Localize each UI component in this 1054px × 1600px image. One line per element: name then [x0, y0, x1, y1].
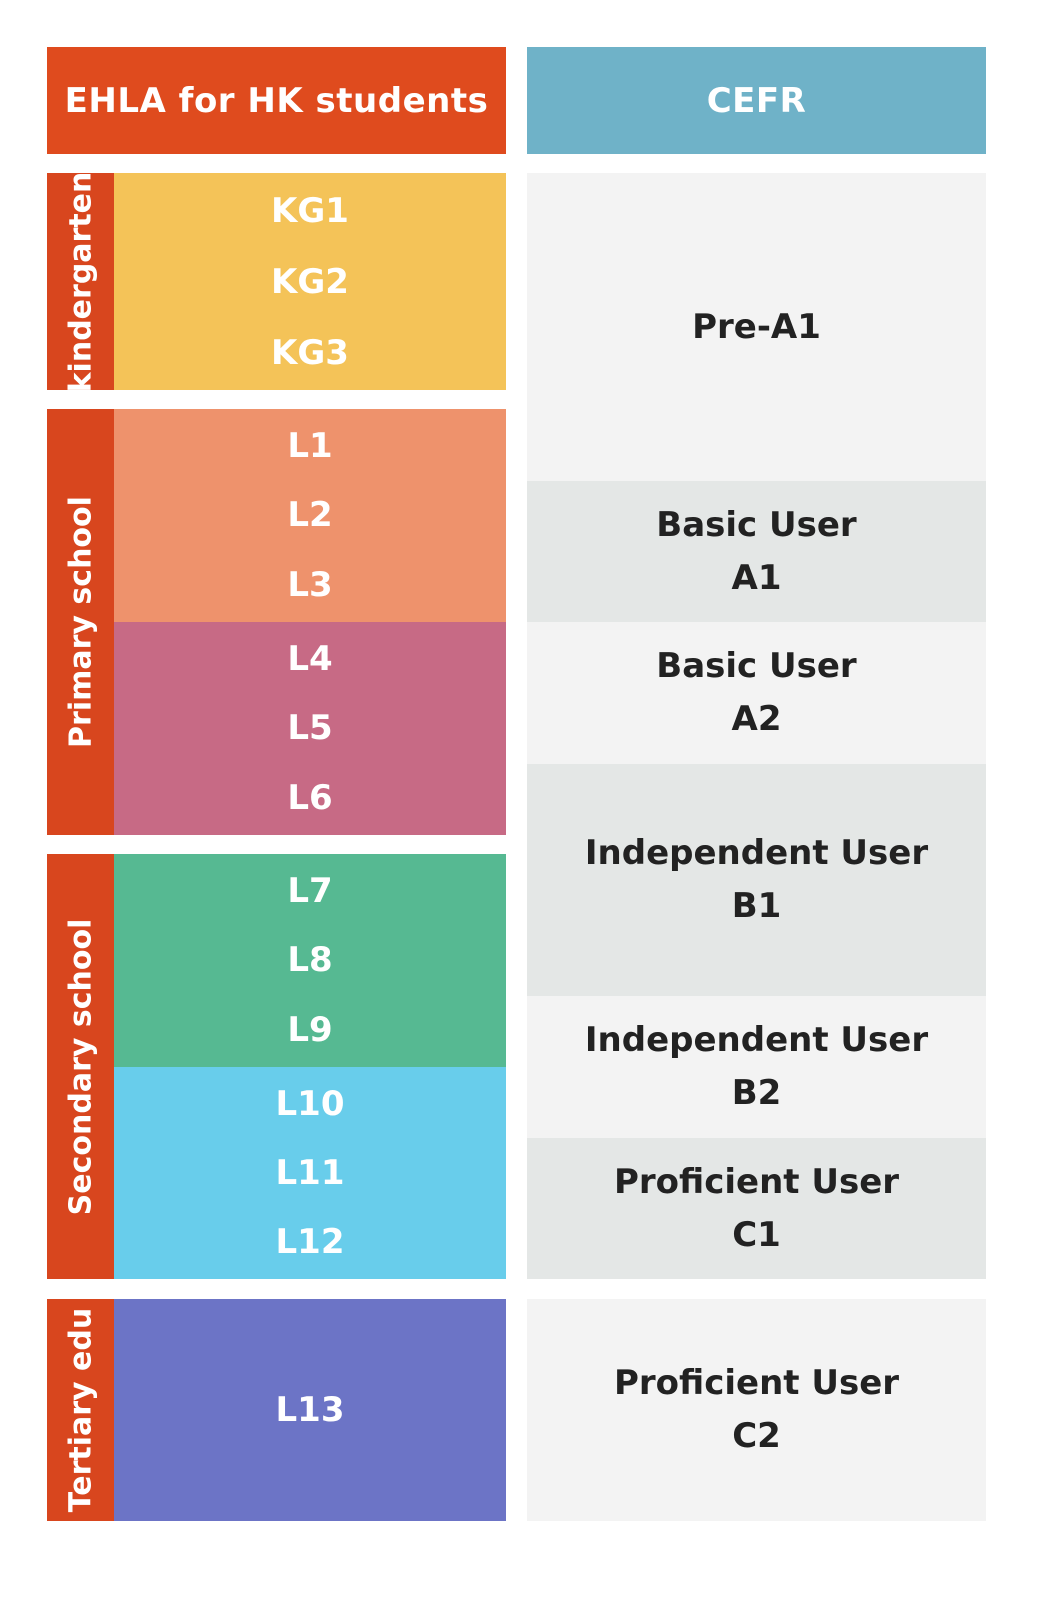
stage-secondary-school: Secondary school	[47, 854, 114, 1279]
cefr-c2: Proficient User C2	[527, 1299, 986, 1521]
cefr-a2: Basic User A2	[527, 622, 986, 764]
level-label: L3	[287, 565, 333, 606]
cefr-header-label: CEFR	[706, 80, 807, 121]
cefr-user-label: Proficient User	[613, 1161, 900, 1202]
cefr-user-label: Proficient User	[613, 1363, 900, 1403]
stage-primary-school: Primary school	[47, 409, 114, 835]
cefr-user-label: Independent User	[584, 1020, 929, 1060]
cefr-level-label: A2	[731, 699, 782, 739]
cefr-a1: Basic User A1	[527, 481, 986, 622]
level-label: L5	[287, 708, 333, 749]
level-label: L9	[287, 1010, 333, 1051]
level-label: L10	[275, 1083, 345, 1124]
cefr-label: Pre-A1	[692, 306, 821, 347]
band-levels-1-3: L1 L2 L3	[114, 409, 506, 622]
band-kindergarten-levels: KG1 KG2 KG3	[114, 173, 506, 390]
level-label: KG1	[271, 190, 349, 231]
cefr-b2: Independent User B2	[527, 996, 986, 1138]
band-levels-7-9: L7 L8 L9	[114, 854, 506, 1067]
stage-label: Primary school	[63, 496, 98, 748]
stage-label: kindergarten	[63, 171, 98, 392]
level-label: L2	[287, 495, 333, 536]
cefr-level-label: A1	[731, 557, 782, 598]
stage-label: Tertiary edu	[63, 1307, 98, 1513]
band-levels-4-6: L4 L5 L6	[114, 622, 506, 835]
stage-label: Secondary school	[63, 918, 98, 1215]
level-label: L13	[275, 1390, 345, 1430]
stage-kindergarten: kindergarten	[47, 171, 114, 392]
level-label: KG3	[271, 332, 349, 373]
level-label: L12	[275, 1222, 345, 1263]
level-label: L11	[275, 1152, 345, 1193]
level-label: L8	[287, 940, 333, 981]
band-levels-10-12: L10 L11 L12	[114, 1067, 506, 1279]
cefr-level-label: C1	[732, 1214, 781, 1255]
cefr-c1: Proficient User C1	[527, 1138, 986, 1279]
level-label: L7	[287, 870, 333, 911]
level-label: L1	[287, 425, 333, 466]
cefr-level-label: C2	[732, 1416, 781, 1456]
cefr-user-label: Basic User	[656, 646, 857, 686]
level-label: L6	[287, 778, 333, 819]
ehla-header: EHLA for HK students	[47, 47, 506, 154]
cefr-user-label: Basic User	[656, 504, 857, 545]
level-label: L4	[287, 638, 333, 679]
cefr-header: CEFR	[527, 47, 986, 154]
band-level-13: L13	[114, 1299, 506, 1521]
level-label: KG2	[271, 261, 349, 302]
stage-tertiary-edu: Tertiary edu	[47, 1299, 114, 1521]
cefr-user-label: Independent User	[584, 833, 929, 873]
cefr-pre-a1: Pre-A1	[527, 173, 986, 481]
ehla-header-label: EHLA for HK students	[64, 80, 489, 121]
cefr-level-label: B1	[731, 886, 782, 926]
cefr-b1: Independent User B1	[527, 764, 986, 996]
cefr-level-label: B2	[731, 1073, 782, 1113]
